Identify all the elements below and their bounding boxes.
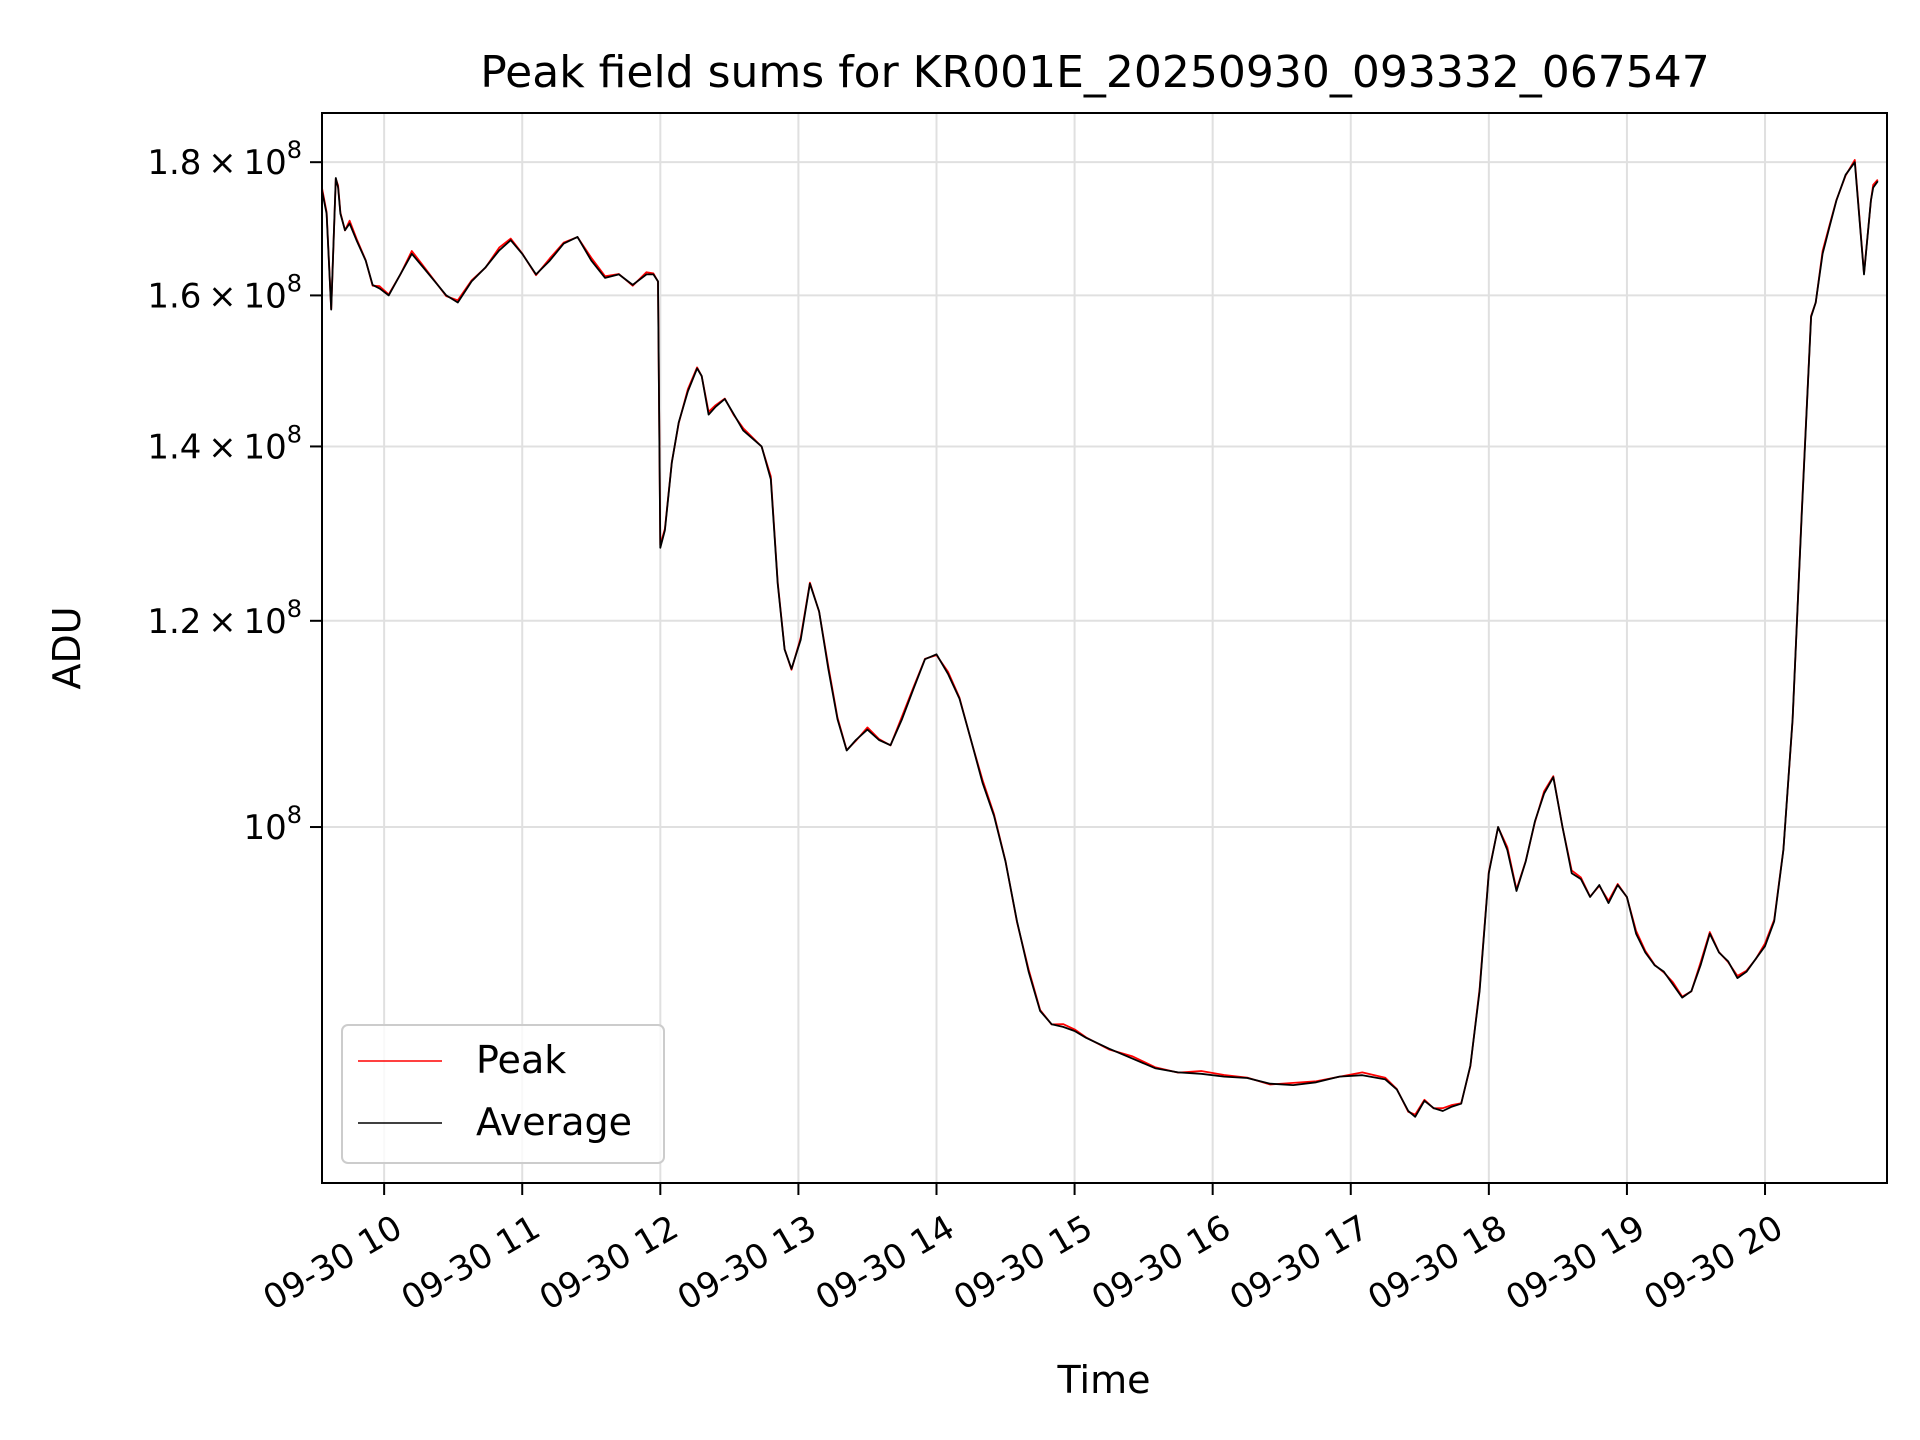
series-layer (321, 159, 1879, 1118)
y-tick-label: 1.2 × 108 (147, 595, 302, 642)
chart-title: Peak field sums for KR001E_20250930_0933… (480, 47, 1710, 98)
legend-label-average: Average (476, 1100, 632, 1144)
x-axis-label: Time (1057, 1358, 1151, 1402)
y-axis-label: ADU (45, 606, 89, 689)
legend: Peak Average (341, 1024, 665, 1164)
y-tick-label: 108 (243, 801, 302, 848)
y-tick-label: 1.6 × 108 (147, 269, 302, 316)
y-tick-label: 1.8 × 108 (147, 136, 302, 183)
legend-box (341, 1024, 665, 1164)
grid-lines (322, 113, 1887, 1183)
plot-frame (321, 112, 1888, 1184)
average-series-line (321, 161, 1879, 1118)
legend-label-peak: Peak (476, 1038, 566, 1082)
y-tick-label: 1.4 × 108 (147, 420, 302, 467)
